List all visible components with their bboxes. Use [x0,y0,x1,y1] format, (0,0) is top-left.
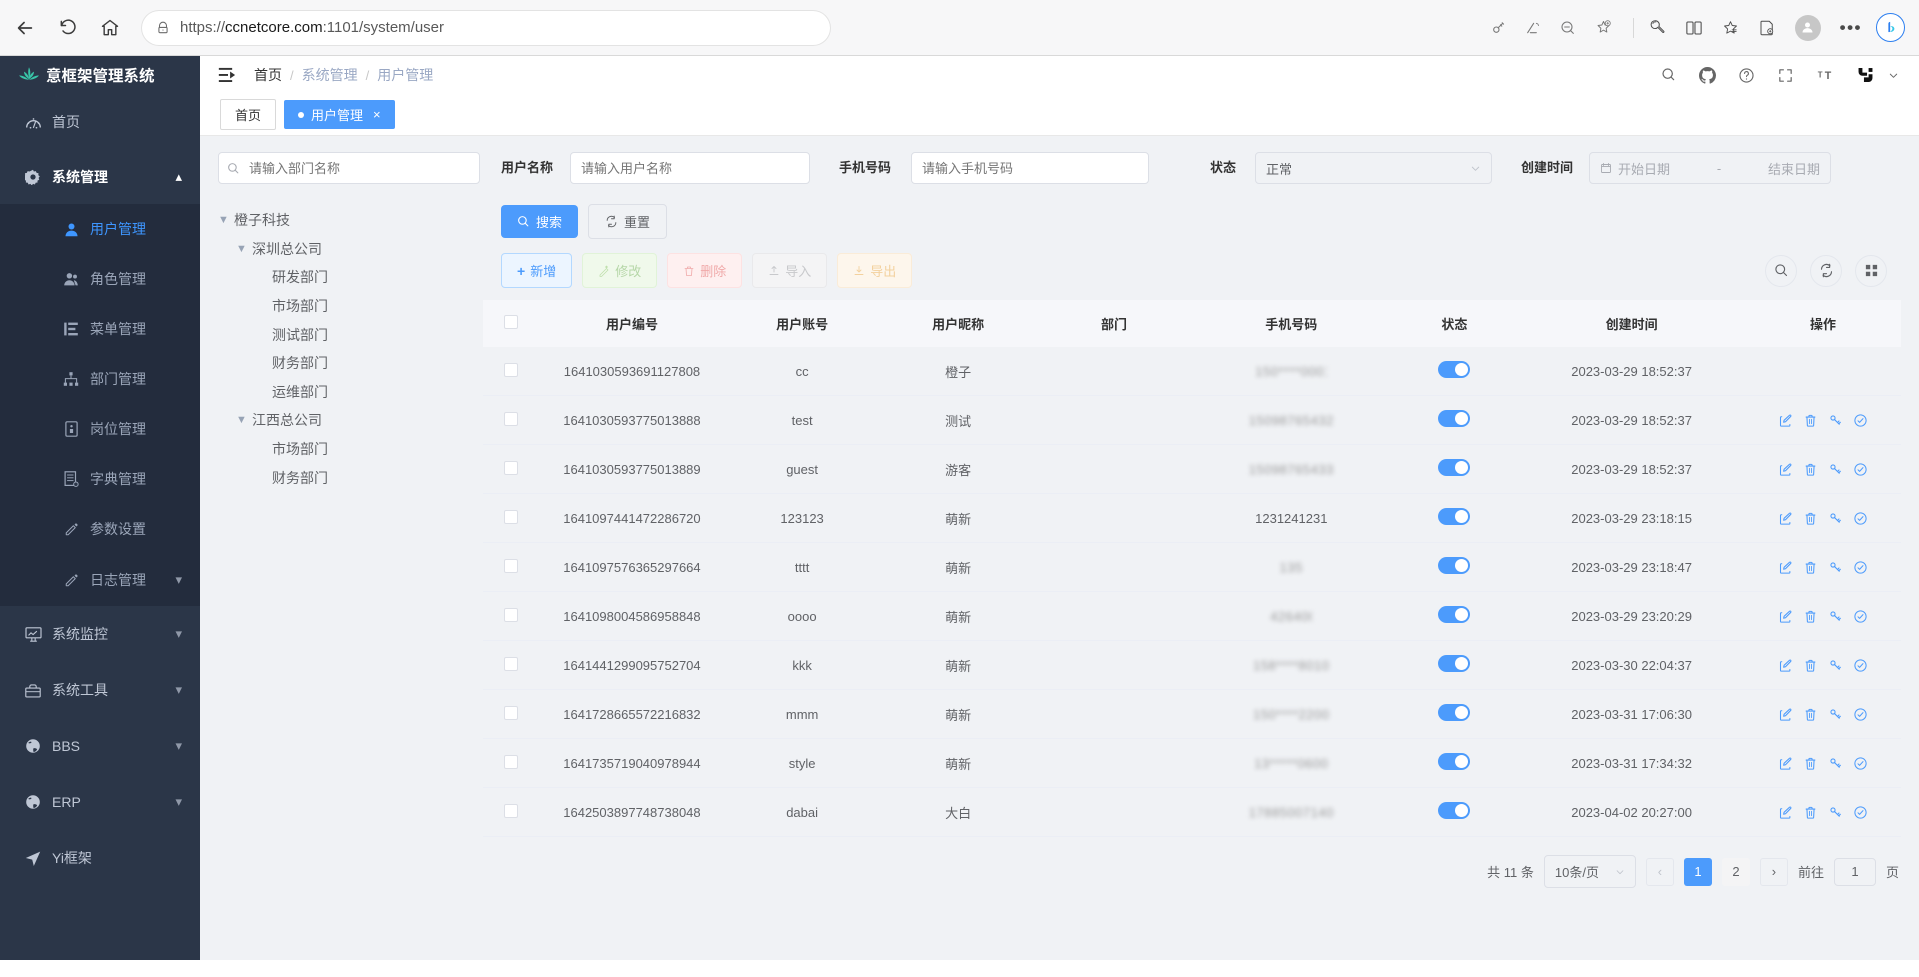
svg-text:T: T [1825,70,1832,82]
svg-text:T: T [1818,70,1823,79]
